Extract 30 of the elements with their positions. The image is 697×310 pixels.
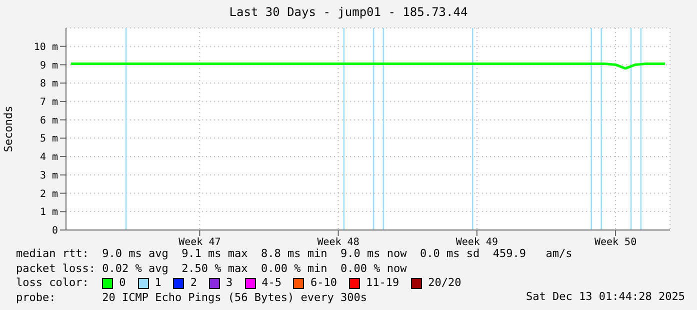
legend-label: 20/20 — [428, 276, 462, 290]
text: probe: 20 ICMP Echo Pings (56 Bytes) every 300s — [16, 290, 367, 304]
legend-label: 4-5 — [262, 276, 282, 290]
y-tick-label: 10 m — [34, 42, 58, 53]
text: Sat Dec 13 01:44:28 2025 — [526, 290, 685, 303]
legend-label: 1 — [154, 276, 162, 290]
y-tick-label: 4 m — [40, 152, 58, 164]
y-tick-label: 9 m — [40, 60, 58, 72]
legend-label: 3 — [226, 276, 233, 290]
legend-label: 11-19 — [366, 276, 400, 290]
x-tick-label: Week 47 — [178, 237, 221, 248]
y-tick-label: 5 m — [40, 134, 58, 145]
chart-title: Last 30 Days - jump01 - 185.73.44 — [228, 5, 469, 19]
legend-label: 2 — [190, 276, 197, 290]
legend-label: 0 — [119, 276, 126, 290]
legend-label: 6-10 — [310, 276, 337, 290]
y-tick-label: 8 m — [40, 78, 58, 90]
x-tick-label: Week 49 — [456, 237, 498, 248]
text: median rtt: 9.0 ms avg 9.1 ms max 8.8 ms min 9.0 ms now 0.0 ms sd 459.9 am/s — [16, 247, 572, 262]
y-tick-label: 2 m — [40, 188, 58, 200]
y-tick-label: 0 — [52, 226, 58, 237]
x-tick-label: Week 48 — [317, 237, 360, 248]
legend-title: loss color: — [16, 276, 90, 290]
x-tick-label: Week 50 — [594, 237, 637, 248]
y-tick-label: 3 m — [40, 170, 58, 182]
y-tick-label: 7 m — [40, 97, 58, 108]
y-axis-title: Seconds — [2, 106, 15, 152]
y-tick-label: 6 m — [40, 115, 58, 126]
y-tick-label: 1 m — [40, 207, 58, 218]
text: packet loss: 0.02 % avg 2.50 % max 0.00 % min 0.00 % now — [16, 262, 408, 276]
